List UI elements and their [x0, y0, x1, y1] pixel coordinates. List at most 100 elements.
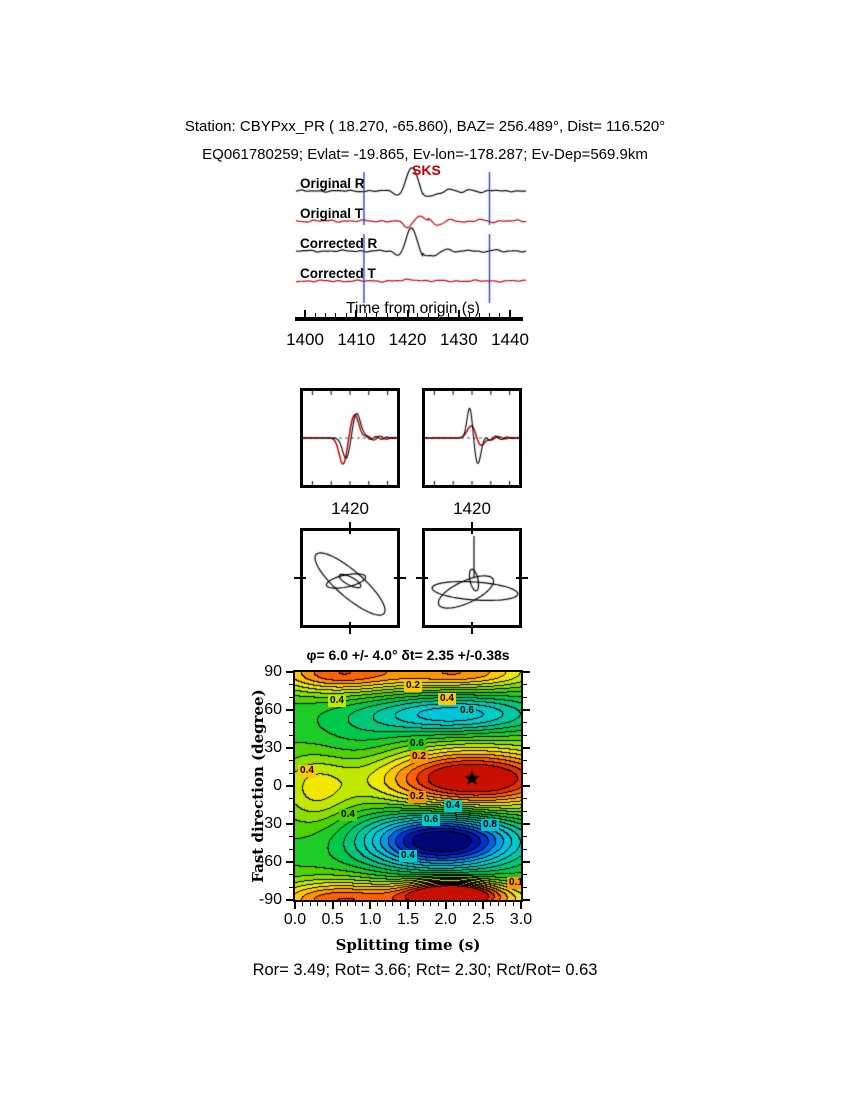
splitting-time-minor-tick: [324, 902, 326, 906]
particle-motion-canvas-2: [425, 531, 519, 625]
fast-direction-tick-label: 30: [264, 739, 282, 756]
splitting-time-minor-tick: [505, 902, 507, 906]
fast-direction-minor-tick: [523, 734, 527, 736]
fast-direction-minor-tick: [289, 760, 293, 762]
fast-direction-tick: [523, 709, 530, 711]
fast-direction-minor-tick: [289, 734, 293, 736]
trace-label-original-r: Original R: [300, 176, 365, 191]
time-minor-tick: [396, 313, 398, 317]
splitting-time-minor-tick: [452, 902, 454, 906]
splitting-time-tick: [294, 902, 296, 909]
fast-direction-tick: [523, 671, 530, 673]
results-line: Ror= 3.49; Rot= 3.66; Rct= 2.30; Rct/Rot…: [252, 961, 598, 979]
splitting-time-minor-tick: [392, 902, 394, 906]
splitting-time-minor-tick: [422, 902, 424, 906]
splitting-time-tick: [407, 902, 409, 909]
trace-label-original-t: Original T: [300, 206, 364, 221]
misfit-contour-canvas: [293, 670, 523, 902]
time-axis-title: Time from origin (s): [346, 300, 480, 317]
fast-direction-minor-tick: [289, 886, 293, 888]
phase-label-sks: SKS: [412, 162, 441, 178]
time-minor-tick: [314, 313, 316, 317]
splitting-time-tick-label: 3.0: [509, 911, 533, 928]
window-tick-label-1: 1420: [331, 499, 369, 518]
splitting-time-tick-label: 0.5: [321, 911, 344, 928]
splitting-time-tick: [520, 902, 522, 909]
contour-annotation: 0.2: [410, 751, 428, 763]
fast-direction-minor-tick: [523, 722, 527, 724]
fast-direction-tick: [286, 899, 293, 901]
misfit-x-axis-title: Splitting time (s): [335, 936, 481, 954]
fast-direction-minor-tick: [523, 848, 527, 850]
time-minor-tick: [478, 313, 480, 317]
time-tick: [457, 310, 460, 317]
time-minor-tick: [448, 313, 449, 317]
contour-annotation: 0.6: [408, 738, 426, 750]
splitting-time-minor-tick: [467, 902, 469, 906]
contour-annotation: 0.2: [408, 791, 426, 803]
splitting-time-minor-tick: [339, 902, 341, 906]
seismogram-traces-canvas: [290, 162, 530, 312]
particle-edge-tick: [471, 522, 473, 534]
particle-edge-tick: [349, 522, 351, 534]
fast-direction-tick-label: 90: [264, 663, 282, 680]
splitting-time-tick-label: 2.5: [472, 911, 495, 928]
splitting-time-tick-label: 1.0: [359, 911, 382, 928]
time-tick-label: 1400: [286, 330, 324, 349]
splitting-time-minor-tick: [347, 902, 349, 906]
splitting-time-minor-tick: [430, 902, 432, 906]
fast-direction-minor-tick: [523, 772, 527, 774]
fast-direction-minor-tick: [523, 696, 527, 698]
fast-direction-minor-tick: [289, 722, 293, 724]
splitting-time-minor-tick: [302, 902, 304, 906]
fast-direction-tick-label: 0: [273, 777, 282, 794]
splitting-time-minor-tick: [415, 902, 417, 906]
splitting-time-minor-tick: [512, 902, 514, 906]
particle-edge-tick: [416, 577, 428, 579]
windowed-waveform-canvas-1: [303, 391, 397, 485]
particle-edge-tick: [471, 622, 473, 634]
fast-direction-minor-tick: [289, 848, 293, 850]
fast-direction-minor-tick: [523, 760, 527, 762]
fast-direction-tick-label: -90: [258, 891, 282, 908]
fast-direction-minor-tick: [289, 874, 293, 876]
time-tick: [509, 310, 511, 317]
splitting-time-tick: [331, 902, 334, 909]
particle-edge-tick: [394, 577, 406, 579]
fast-direction-tick: [523, 747, 530, 749]
time-tick: [406, 310, 409, 317]
splitting-time-minor-tick: [490, 902, 492, 906]
misfit-title: φ= 6.0 +/- 4.0° δt= 2.35 +/-0.38s: [306, 647, 510, 663]
splitting-time-minor-tick: [460, 902, 462, 906]
contour-annotation: 0.4: [328, 695, 346, 707]
time-minor-tick: [335, 313, 337, 317]
fast-direction-tick: [523, 823, 530, 825]
fast-direction-tick: [286, 671, 293, 673]
fast-direction-minor-tick: [523, 874, 527, 876]
splitting-time-minor-tick: [399, 902, 401, 906]
particle-motion-box-2: [422, 528, 522, 628]
fast-direction-minor-tick: [289, 772, 293, 774]
fast-direction-minor-tick: [523, 810, 527, 812]
time-minor-tick: [489, 313, 490, 317]
fast-direction-tick-label: 60: [264, 701, 282, 718]
time-minor-tick: [366, 313, 367, 317]
fast-direction-minor-tick: [289, 836, 293, 838]
fast-direction-minor-tick: [289, 798, 293, 800]
splitting-time-minor-tick: [317, 902, 319, 906]
splitting-time-minor-tick: [362, 902, 364, 906]
fast-direction-minor-tick: [523, 886, 527, 888]
fast-direction-tick: [523, 861, 530, 863]
contour-annotation: 0.6: [458, 705, 476, 717]
time-tick-label: 1440: [491, 330, 529, 349]
contour-annotation: 0.8: [481, 819, 499, 831]
fast-direction-tick: [523, 899, 530, 901]
fast-direction-minor-tick: [523, 684, 527, 686]
contour-annotation: 0.4: [339, 809, 357, 821]
fast-direction-tick: [286, 709, 293, 711]
fast-direction-tick: [286, 747, 293, 749]
particle-motion-canvas-1: [303, 531, 397, 625]
windowed-waveform-box-2: [422, 388, 522, 488]
fast-direction-minor-tick: [523, 836, 527, 838]
